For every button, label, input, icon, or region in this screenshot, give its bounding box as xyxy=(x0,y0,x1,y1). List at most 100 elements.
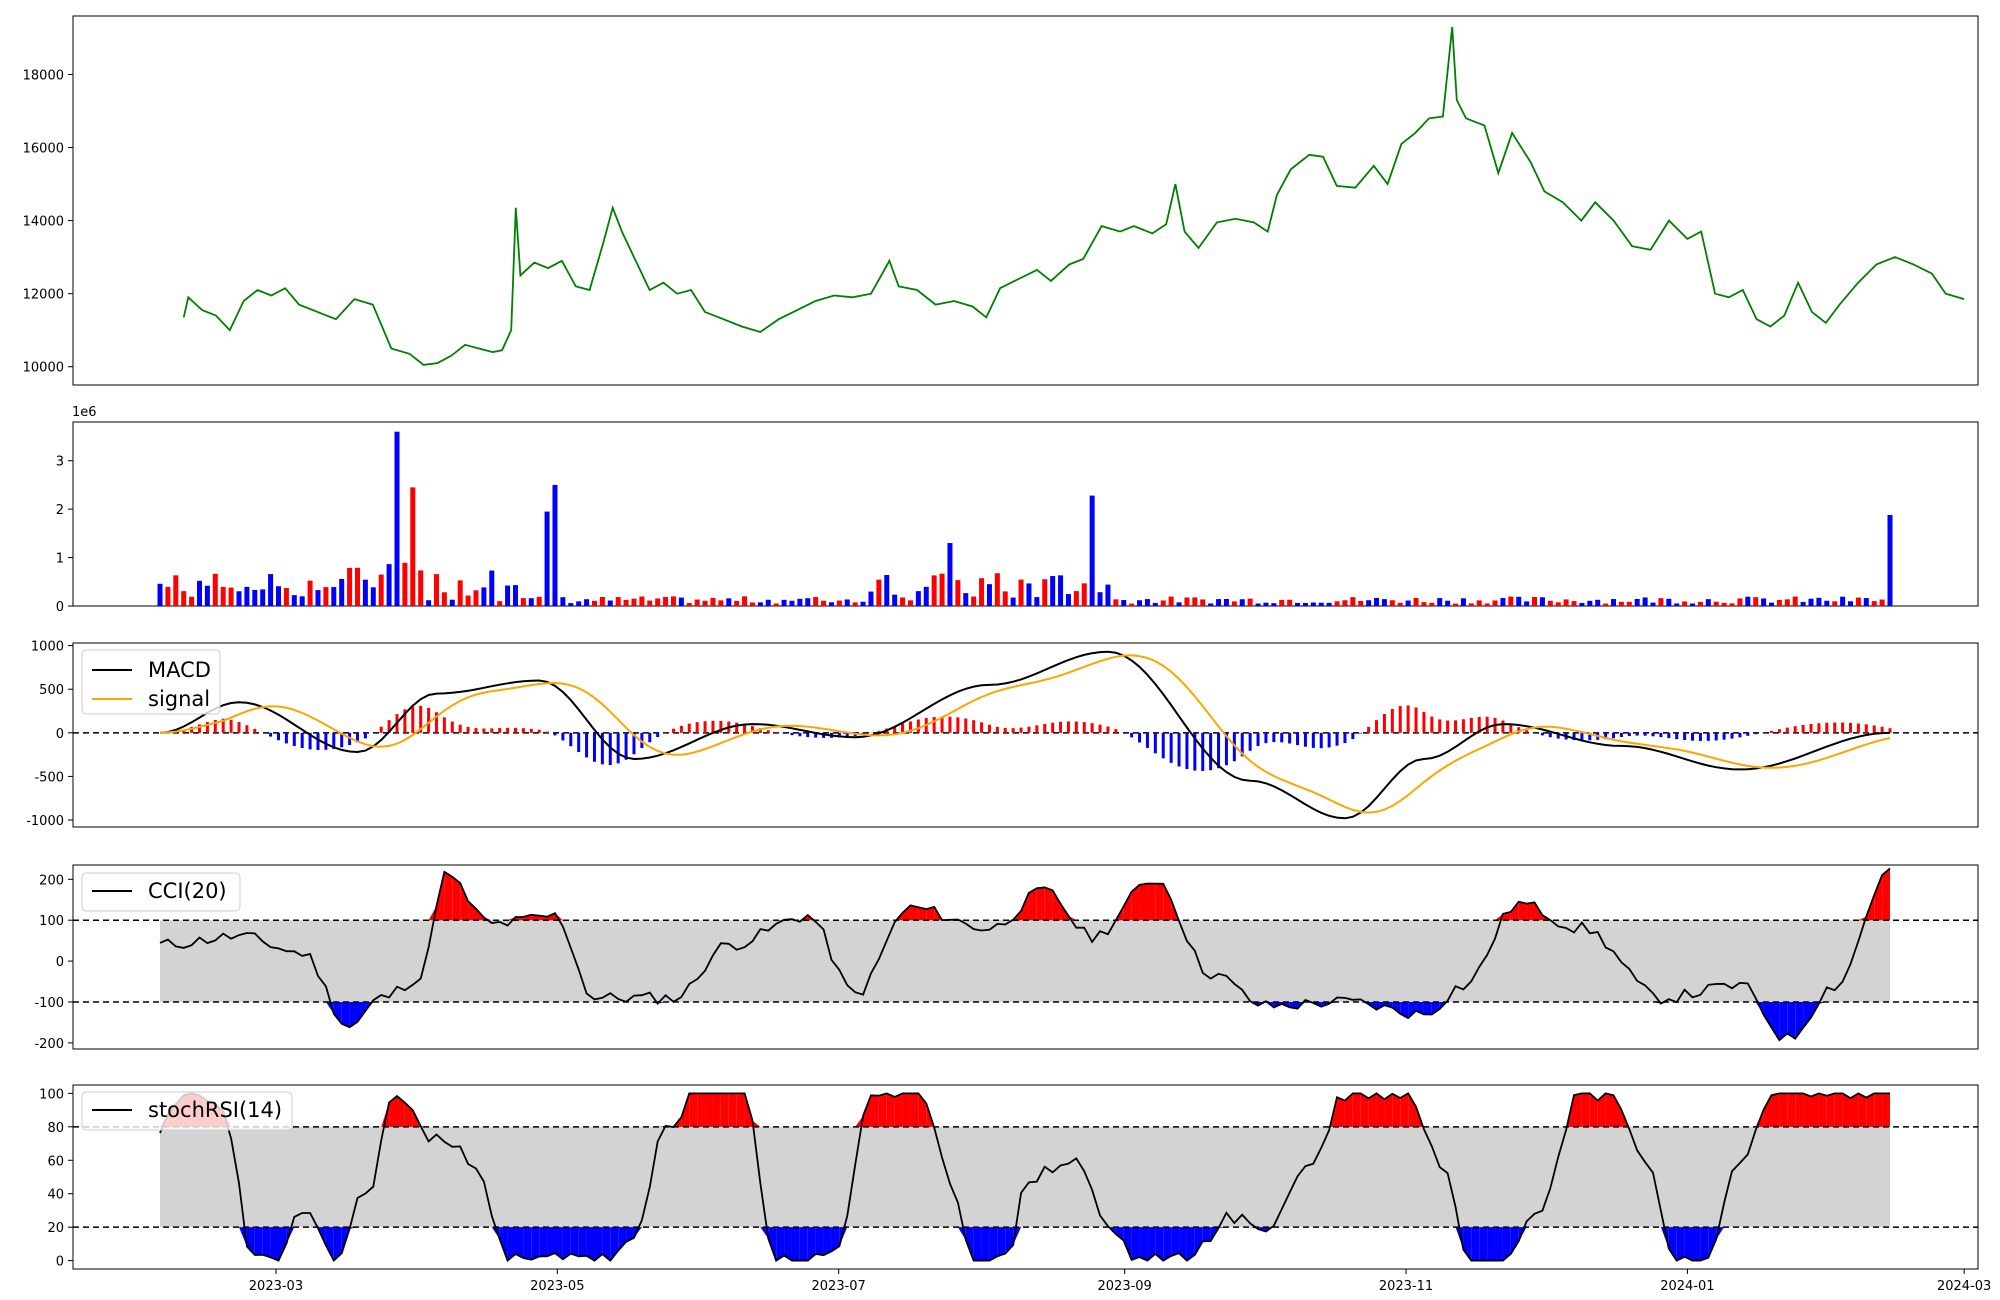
volume-bar xyxy=(204,585,210,606)
macd-histogram-bar xyxy=(561,732,565,741)
cci-line xyxy=(159,867,1891,1042)
stoch-overbought-fill xyxy=(1866,1093,1875,1127)
macd-histogram-bar xyxy=(837,732,841,738)
macd-histogram-bar xyxy=(245,725,249,733)
volume-bar xyxy=(1453,603,1459,606)
macd-histogram-bar xyxy=(1351,732,1355,740)
volume-bar xyxy=(1445,600,1451,606)
macd-histogram-bar xyxy=(632,732,636,755)
panel-frame xyxy=(72,642,1979,828)
stoch-oversold-fill xyxy=(491,1227,500,1240)
volume-bar xyxy=(362,579,368,606)
y-tick-label: 0 xyxy=(56,727,64,742)
macd-histogram-bar xyxy=(671,728,675,733)
macd-histogram-bar xyxy=(845,732,849,737)
volume-bar xyxy=(1271,603,1277,606)
volume-bar xyxy=(1705,599,1711,606)
stoch-overbought-fill xyxy=(1874,1093,1883,1127)
volume-bar xyxy=(1239,599,1245,606)
macd-histogram-bar xyxy=(916,719,920,733)
volume-bar xyxy=(1310,602,1316,606)
volume-bar xyxy=(1397,602,1403,606)
y-tick-label: 20 xyxy=(47,1221,64,1236)
cci-overbought-fill xyxy=(1526,902,1535,921)
macd-histogram-bar xyxy=(553,732,557,736)
stoch-overbought-fill xyxy=(1574,1093,1582,1127)
volume-bar xyxy=(1492,600,1498,606)
macd-histogram-bar xyxy=(1880,726,1884,733)
stoch-overbought-fill xyxy=(1384,1093,1393,1127)
cci-overbought-fill xyxy=(1882,868,1890,921)
stoch-oversold-fill xyxy=(499,1227,508,1261)
volume-bar xyxy=(718,600,724,606)
volume-bar xyxy=(1002,591,1008,606)
volume-bar xyxy=(1437,598,1443,606)
macd-histogram-bar xyxy=(1240,732,1244,757)
macd-histogram-bar xyxy=(1833,722,1837,733)
stoch-oversold-fill xyxy=(515,1227,524,1258)
macd-histogram-bar xyxy=(1801,725,1805,733)
macd-histogram-bar xyxy=(292,732,296,747)
y-tick-label: -500 xyxy=(34,770,64,785)
macd-histogram-bar xyxy=(1177,732,1181,767)
volume-bar xyxy=(181,591,187,606)
volume-bar xyxy=(868,591,874,606)
macd-histogram-bar xyxy=(498,728,502,733)
cci-panel xyxy=(73,867,1978,1042)
macd-histogram-bar xyxy=(1517,727,1521,733)
volume-bar xyxy=(757,602,763,606)
volume-bar xyxy=(607,600,613,606)
cci-overbought-fill xyxy=(1518,901,1527,921)
volume-bar xyxy=(560,597,566,606)
volume-bar xyxy=(663,596,669,606)
volume-bar xyxy=(805,598,811,606)
volume-bar xyxy=(1484,603,1490,606)
macd-histogram-bar xyxy=(1106,726,1110,733)
volume-bar xyxy=(1587,600,1593,606)
y-tick-label: 18000 xyxy=(23,68,64,83)
volume-bar xyxy=(307,580,313,606)
stoch-oversold-fill xyxy=(523,1227,532,1260)
stoch-overbought-fill xyxy=(752,1120,761,1127)
macd-histogram-bar xyxy=(1572,732,1576,741)
volume-bar xyxy=(236,591,242,606)
cci-oversold-fill xyxy=(1763,1001,1772,1028)
macd-histogram-bar xyxy=(1746,732,1750,736)
macd-histogram-bar xyxy=(1627,732,1631,736)
volume-bar xyxy=(986,584,992,606)
macd-histogram-bar xyxy=(1643,732,1647,736)
volume-bar xyxy=(1761,598,1767,606)
volume-bar xyxy=(1413,597,1419,606)
macd-histogram-bar xyxy=(1785,727,1789,733)
macd-histogram-bar xyxy=(995,726,999,733)
macd-histogram-bar xyxy=(229,719,233,733)
stoch-oversold-fill xyxy=(539,1227,548,1257)
volume-bar xyxy=(402,562,408,606)
stoch-rsi-line xyxy=(159,1092,1890,1263)
volume-bar xyxy=(1776,599,1782,606)
volume-bar xyxy=(394,431,400,606)
volume-bar xyxy=(1405,600,1411,606)
macd-histogram-bar xyxy=(956,717,960,733)
volume-panel: 1e6 xyxy=(72,405,1893,606)
volume-bar xyxy=(576,601,582,606)
cci-oversold-fill xyxy=(1779,1001,1788,1041)
volume-bar xyxy=(1603,603,1609,606)
stoch-overbought-fill xyxy=(689,1093,698,1127)
stoch-overbought-fill xyxy=(1803,1093,1812,1127)
volume-bar xyxy=(1871,601,1877,606)
volume-bar xyxy=(497,601,503,606)
stoch-oversold-fill xyxy=(981,1227,990,1261)
stoch-oversold-fill xyxy=(562,1227,571,1260)
volume-bar xyxy=(1863,598,1869,606)
volume-bar xyxy=(1200,599,1206,606)
macd-histogram-bar xyxy=(1793,726,1797,733)
macd-histogram-bar xyxy=(237,722,241,733)
volume-bar xyxy=(520,598,526,606)
macd-histogram-bar xyxy=(1430,716,1434,733)
macd-histogram-bar xyxy=(1588,732,1592,741)
volume-bar xyxy=(1255,603,1261,606)
macd-legend-label: MACD xyxy=(148,658,211,682)
macd-histogram-bar xyxy=(790,732,794,736)
stoch-oversold-fill xyxy=(1186,1227,1195,1261)
